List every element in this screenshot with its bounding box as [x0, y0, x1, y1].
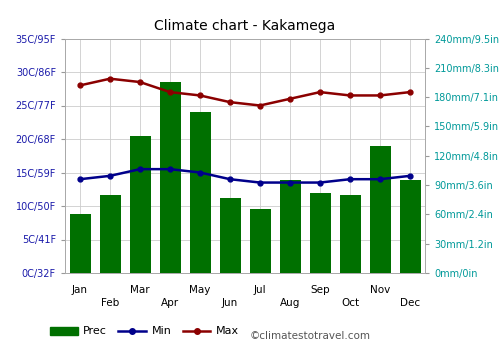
Bar: [340, 195, 360, 273]
Text: Apr: Apr: [161, 299, 179, 308]
Legend: Prec, Min, Max: Prec, Min, Max: [46, 322, 244, 341]
Bar: [250, 210, 270, 273]
Bar: [400, 180, 420, 273]
Text: Oct: Oct: [341, 299, 359, 308]
Bar: [130, 136, 150, 273]
Text: Jul: Jul: [254, 285, 266, 295]
Text: ©climatestotravel.com: ©climatestotravel.com: [250, 331, 371, 341]
Bar: [70, 214, 90, 273]
Text: May: May: [190, 285, 210, 295]
Bar: [100, 195, 120, 273]
Text: Feb: Feb: [101, 299, 119, 308]
Text: Aug: Aug: [280, 299, 300, 308]
Bar: [220, 198, 240, 273]
Text: Jan: Jan: [72, 285, 88, 295]
Bar: [310, 193, 330, 273]
Text: Dec: Dec: [400, 299, 420, 308]
Text: Jun: Jun: [222, 299, 238, 308]
Bar: [160, 83, 180, 273]
Text: Nov: Nov: [370, 285, 390, 295]
Bar: [370, 146, 390, 273]
Title: Climate chart - Kakamega: Climate chart - Kakamega: [154, 19, 336, 33]
Text: Mar: Mar: [130, 285, 150, 295]
Text: Sep: Sep: [310, 285, 330, 295]
Bar: [190, 112, 210, 273]
Bar: [280, 180, 300, 273]
